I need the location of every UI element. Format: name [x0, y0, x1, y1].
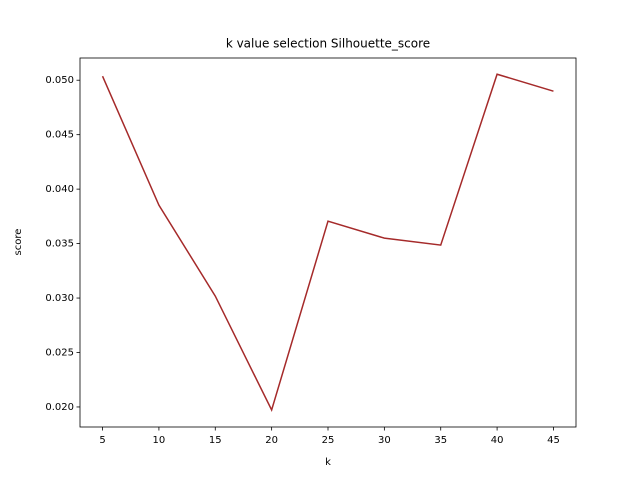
y-tick-label: 0.040: [45, 184, 74, 195]
x-axis-label: k: [325, 457, 331, 468]
y-tick-label: 0.030: [45, 293, 74, 304]
x-tick-label: 40: [491, 435, 504, 446]
y-axis-label: score: [13, 229, 24, 256]
x-tick-label: 45: [547, 435, 560, 446]
y-tick-label: 0.025: [45, 348, 74, 359]
line-series: [101, 73, 554, 413]
x-tick-label: 20: [265, 435, 278, 446]
x-tick-label: 35: [434, 435, 447, 446]
x-tick-label: 25: [322, 435, 335, 446]
y-tick-label: 0.045: [45, 130, 74, 141]
x-tick-label: 5: [99, 435, 105, 446]
axes-frame: [79, 57, 577, 428]
y-tick-label: 0.050: [45, 75, 74, 86]
x-tick-label: 15: [209, 435, 222, 446]
x-tick-label: 30: [378, 435, 391, 446]
y-tick-label: 0.035: [45, 239, 74, 250]
x-tick-label: 10: [153, 435, 166, 446]
chart-title: k value selection Silhouette_score: [226, 37, 430, 51]
y-tick-label: 0.020: [45, 402, 74, 413]
